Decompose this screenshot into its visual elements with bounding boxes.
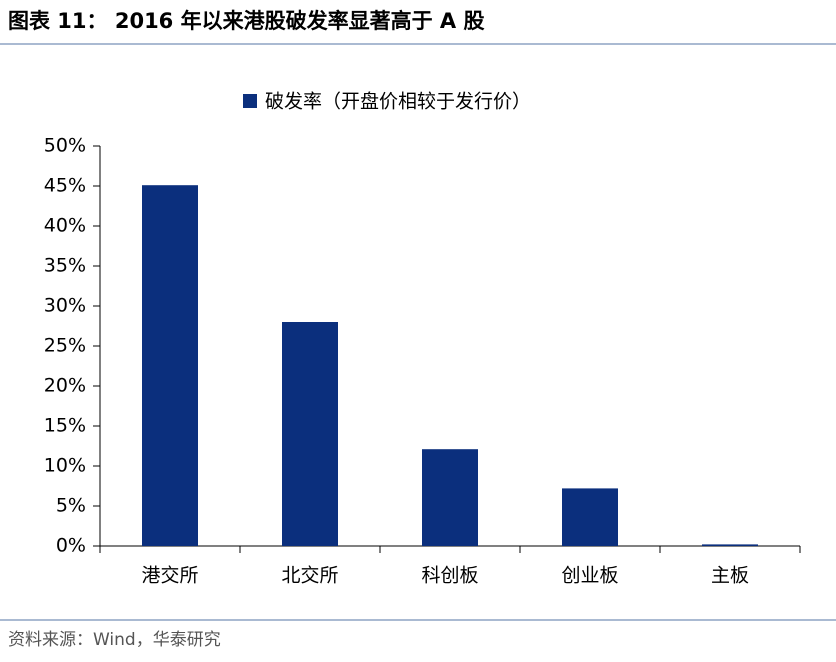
y-tick-label: 30% (44, 295, 86, 317)
x-tick-label: 创业板 (561, 565, 618, 587)
x-tick-label: 北交所 (281, 565, 338, 587)
bar (282, 322, 338, 546)
y-tick-label: 35% (44, 255, 86, 277)
y-tick-label: 10% (44, 455, 86, 477)
y-tick-label: 15% (44, 415, 86, 437)
chart-title: 图表 11： 2016 年以来港股破发率显著高于 A 股 (8, 9, 484, 33)
y-tick-label: 0% (56, 535, 86, 557)
x-tick-label: 主板 (711, 565, 749, 587)
legend-label: 破发率（开盘价相较于发行价） (265, 91, 531, 113)
y-tick-label: 45% (44, 175, 86, 197)
y-tick-label: 5% (56, 495, 86, 517)
source-note: 资料来源：Wind，华泰研究 (8, 630, 221, 650)
y-tick-label: 50% (44, 135, 86, 157)
x-tick-label: 科创板 (421, 565, 478, 587)
bar (422, 449, 478, 546)
y-tick-label: 25% (44, 335, 86, 357)
y-tick-label: 40% (44, 215, 86, 237)
legend-swatch (243, 94, 257, 108)
bar (562, 488, 618, 546)
y-tick-label: 20% (44, 375, 86, 397)
bar (702, 544, 758, 546)
x-tick-label: 港交所 (141, 565, 198, 587)
bar (142, 185, 198, 546)
